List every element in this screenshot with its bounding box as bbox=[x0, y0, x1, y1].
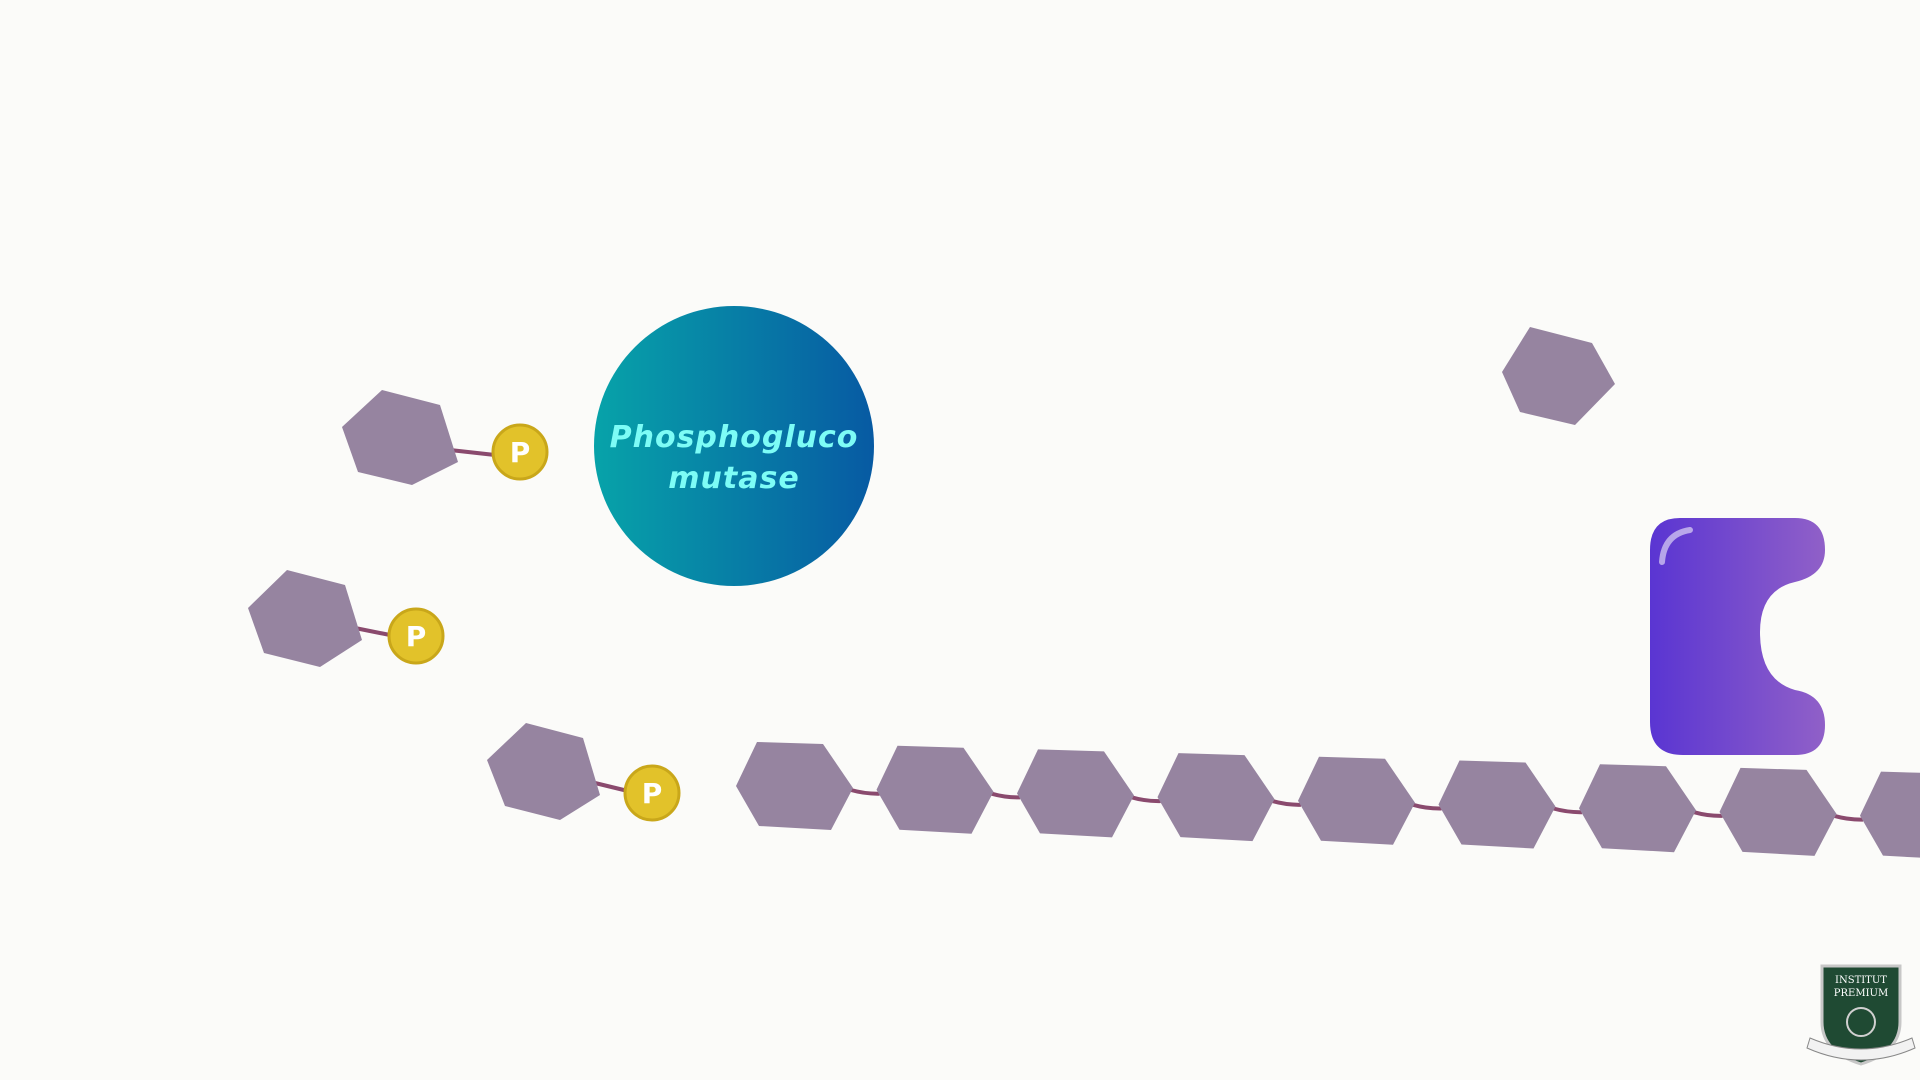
free-glucose-hexagon bbox=[1502, 327, 1615, 425]
glycogen-glucose-unit bbox=[736, 742, 853, 830]
glycogen-glucose-unit bbox=[1860, 771, 1920, 858]
glycogen-chain bbox=[736, 742, 1920, 858]
glycosidic-bond bbox=[1552, 806, 1583, 815]
phosphate-label: P bbox=[510, 436, 531, 469]
glucose-hexagon bbox=[248, 570, 362, 667]
glycosidic-bond bbox=[1833, 813, 1864, 822]
glycosidic-bond bbox=[1271, 799, 1302, 807]
glycosidic-bond bbox=[850, 788, 880, 796]
glycogen-glucose-unit bbox=[876, 745, 994, 834]
glucose-1-phosphate-1: P bbox=[342, 390, 549, 485]
glycosidic-bond bbox=[1693, 810, 1723, 818]
logo-ribbon bbox=[1806, 1037, 1916, 1061]
glycogen-glucose-unit bbox=[1157, 753, 1275, 842]
glycogen-glucose-unit bbox=[1438, 760, 1556, 849]
glycogen-phosphorylase-enzyme bbox=[1650, 518, 1825, 755]
enzyme-highlight bbox=[1659, 527, 1693, 565]
phosphate-label: P bbox=[406, 620, 427, 653]
enzyme-label-line2: mutase bbox=[668, 461, 799, 496]
phosphoglucomutase-enzyme: Phosphogluco mutase bbox=[594, 306, 874, 586]
glucose-1-phosphate-3: P bbox=[487, 723, 681, 822]
glycosidic-bond bbox=[1131, 795, 1161, 804]
phosphate-circle bbox=[387, 607, 445, 665]
glycogen-glucose-unit bbox=[1298, 756, 1415, 845]
glycogen-glucose-unit bbox=[1017, 749, 1134, 838]
glycogen-glucose-unit bbox=[1719, 767, 1837, 856]
enzyme-body bbox=[1650, 518, 1825, 755]
phosphate-circle bbox=[623, 764, 681, 822]
enzyme-label-line1: Phosphogluco bbox=[610, 420, 859, 455]
glucose-1-phosphate-2: P bbox=[248, 570, 445, 667]
glucose-hexagon bbox=[487, 723, 600, 820]
glycosidic-bond bbox=[1412, 802, 1442, 811]
logo-text-line2: PREMIUM bbox=[1834, 988, 1888, 999]
institut-premium-logo: INSTITUT PREMIUM bbox=[1806, 964, 1916, 1066]
phosphate-label: P bbox=[642, 777, 663, 810]
shield-crest-icon bbox=[1820, 964, 1902, 1066]
logo-text-line1: INSTITUT bbox=[1835, 975, 1887, 986]
phosphate-circle bbox=[491, 423, 549, 481]
enzyme-circle bbox=[594, 306, 874, 586]
glycosidic-bond bbox=[990, 791, 1021, 800]
glucose-hexagon bbox=[342, 390, 458, 485]
glycogen-glucose-unit bbox=[1579, 764, 1696, 853]
